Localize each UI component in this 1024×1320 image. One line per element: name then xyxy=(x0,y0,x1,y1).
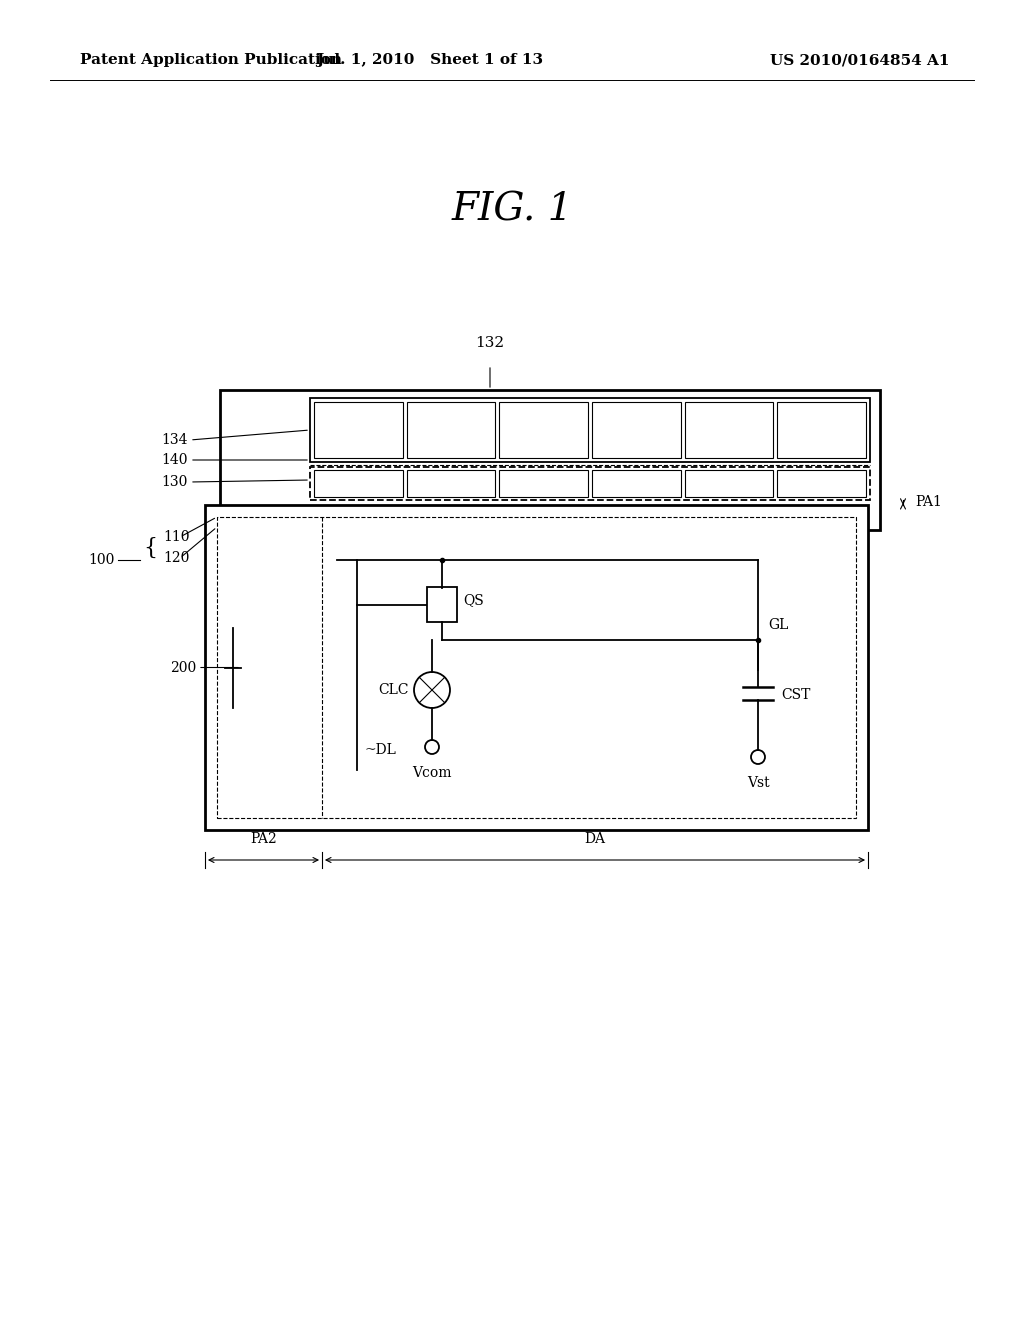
Text: Vcom: Vcom xyxy=(413,766,452,780)
Text: Jul. 1, 2010   Sheet 1 of 13: Jul. 1, 2010 Sheet 1 of 13 xyxy=(316,53,544,67)
Text: DA: DA xyxy=(585,832,605,846)
Text: 120: 120 xyxy=(163,550,189,565)
Text: GL: GL xyxy=(768,618,788,632)
Text: PA1: PA1 xyxy=(915,495,942,510)
Bar xyxy=(407,403,496,458)
Bar xyxy=(407,470,496,498)
Text: 130: 130 xyxy=(162,475,188,488)
Text: 200: 200 xyxy=(170,660,196,675)
Bar xyxy=(310,467,870,500)
Text: 140: 140 xyxy=(162,453,188,467)
Bar xyxy=(777,470,866,498)
Bar xyxy=(220,389,880,531)
Text: FIG. 1: FIG. 1 xyxy=(452,191,572,228)
Bar xyxy=(314,403,402,458)
Bar xyxy=(685,403,773,458)
Text: 110: 110 xyxy=(163,531,189,544)
Text: CST: CST xyxy=(781,688,810,702)
Text: {: { xyxy=(143,537,157,558)
Text: PA2: PA2 xyxy=(250,832,276,846)
Bar xyxy=(500,470,588,498)
Text: Patent Application Publication: Patent Application Publication xyxy=(80,53,342,67)
Bar xyxy=(592,403,681,458)
Bar xyxy=(314,470,402,498)
Text: 134: 134 xyxy=(162,433,188,447)
Bar xyxy=(592,470,681,498)
Text: US 2010/0164854 A1: US 2010/0164854 A1 xyxy=(770,53,950,67)
Bar xyxy=(427,587,457,622)
Text: 132: 132 xyxy=(475,337,505,350)
Bar xyxy=(500,403,588,458)
Bar xyxy=(777,403,866,458)
Bar xyxy=(205,506,868,830)
Text: Vst: Vst xyxy=(746,776,769,789)
Bar xyxy=(310,399,870,462)
Text: ~DL: ~DL xyxy=(365,743,397,756)
Bar xyxy=(685,470,773,498)
Text: 100: 100 xyxy=(89,553,115,568)
Text: CLC: CLC xyxy=(379,682,409,697)
Bar xyxy=(217,517,856,818)
Text: QS: QS xyxy=(463,593,483,607)
